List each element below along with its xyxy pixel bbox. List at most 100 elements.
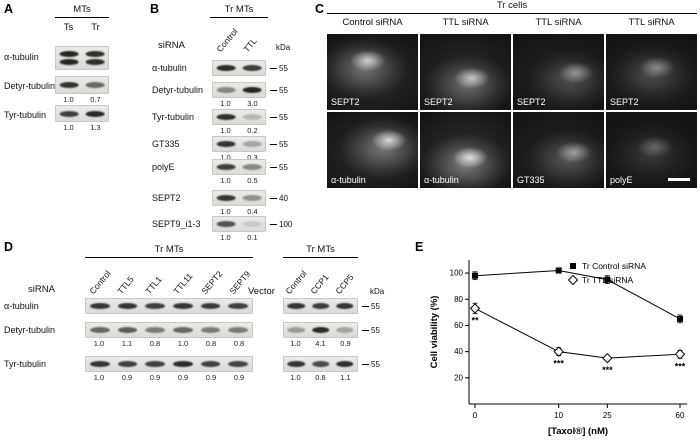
quant-values: 1.0 4.1 0.9 [283,339,358,348]
blot-band [311,327,330,333]
blot-band [85,51,105,58]
blot-band [242,65,262,71]
quant-value: 0.4 [247,207,258,216]
blot-band [336,327,354,333]
blot-band [145,361,166,367]
open-diamond-marker [674,349,686,360]
quant-value: 0.9 [205,373,217,382]
micro-image: SEPT2 [327,34,418,110]
sirna-label: siRNA [158,40,185,51]
marker-dash [270,224,277,225]
filled-square-marker [472,272,478,279]
mw-marker: 55 [270,86,288,95]
blot-band [89,303,110,309]
marker-value: 55 [279,86,288,95]
marker-value: 55 [279,163,288,172]
quant-values: 1.0 0.8 1.1 [283,373,358,382]
scale-bar [668,178,690,181]
row-label: Detyr-tubulin [4,325,56,335]
blot-strip [212,109,266,125]
row-label: Tyr-tubulin [4,359,47,369]
panel-a-label: A [4,2,14,16]
quant-values: 1.0 1.3 [55,123,109,132]
blot-band [311,361,330,367]
blot-band [89,361,110,367]
panel-a-group-header: MTs [55,4,109,18]
blot-strip [55,46,109,70]
lane-label: CCP5 [333,272,356,296]
marker-dash [362,364,369,365]
micro-image: SEPT2 [513,34,604,110]
blot-strip [283,322,358,338]
panel-a-lane-labels: Ts Tr [55,22,109,33]
blot-band [216,195,236,201]
blot-band [85,82,105,88]
filled-square-marker [555,267,562,274]
blot-strip [212,136,266,152]
stain-label: SEPT2 [331,97,360,107]
y-tick-label: 40 [454,347,463,356]
panel-d: D Tr MTs Control TTL5 TTL1 TTL11 SEPT2 S… [4,240,404,410]
blot-band [216,141,236,147]
blot-band [336,303,354,309]
blot-band [242,114,262,120]
column-label: TTL siRNA [535,17,582,28]
blot-band [145,303,166,309]
quant-value: 0.8 [315,373,326,382]
stain-label: polyE [610,175,633,185]
x-tick-label: 10 [554,411,563,420]
open-diamond-marker [602,352,613,364]
x-tick-label: 60 [676,411,685,420]
lane-label: SEPT2 [199,268,225,296]
quant-value: 1.3 [90,123,101,132]
panel-c: C Tr cells Control siRNA TTL siRNA TTL s… [315,0,700,195]
marker-dash [270,90,277,91]
x-tick-label: 25 [603,411,612,420]
row-label: Tyr-tubulin [152,112,195,122]
quant-value: 1.0 [220,207,231,216]
blot-band [311,303,330,309]
lane-label: TTL5 [115,274,136,296]
y-tick-label: 60 [454,321,463,330]
panel-c-column-labels: Control siRNA TTL siRNA TTL siRNA TTL si… [327,17,697,28]
micro-image: α-tubulin [327,112,418,188]
row-label: α-tubulin [4,301,39,311]
micro-grid: SEPT2 SEPT2 SEPT2 SEPT2 α-tubulin α-tubu… [327,34,697,188]
significance-annotation: ** [471,315,479,325]
quant-value: 0.9 [177,373,189,382]
marker-value: 55 [371,302,380,311]
micro-image: SEPT2 [606,34,697,110]
blot-band [216,114,236,120]
row-label: polyE [152,162,175,172]
panel-d-left-group-header: Tr MTs [85,244,253,258]
blot-band [59,110,79,117]
quant-value: 1.0 [63,123,74,132]
y-tick-label: 80 [454,295,463,304]
quant-values: 1.0 0.5 [212,176,266,185]
panel-c-group-header: Tr cells [327,0,697,14]
quant-value: 1.0 [220,176,231,185]
quant-value: 0.9 [149,373,161,382]
marker-value: 55 [371,326,380,335]
blot-band [228,327,249,333]
blot-strip [212,82,266,98]
marker-value: 40 [279,194,288,203]
blot-band [200,327,221,333]
column-label: TTL siRNA [442,17,489,28]
mw-marker: 40 [270,194,288,203]
panel-e-label: E [415,240,424,254]
blot-band [172,303,193,309]
quant-value: 1.1 [121,339,133,348]
blot-strip [283,356,358,372]
y-tick-label: 100 [450,269,464,278]
blot-strip [85,322,253,338]
quant-value: 1.0 [220,233,231,242]
quant-value: 1.0 [290,339,301,348]
blot-strip [283,298,358,314]
lane-label: Control [214,26,240,54]
stain-label: α-tubulin [331,175,366,185]
panel-c-label: C [315,2,325,16]
mw-marker: 55 [270,113,288,122]
lane-label: CCP1 [308,272,331,296]
kda-label: kDa [276,43,291,52]
